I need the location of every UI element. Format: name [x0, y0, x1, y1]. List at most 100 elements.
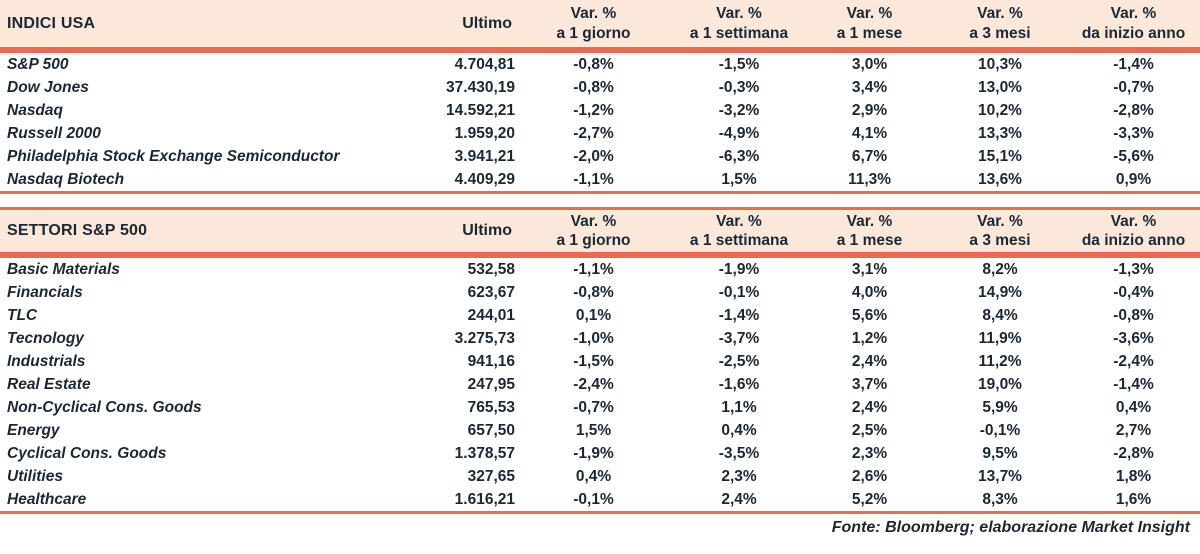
table-row: Real Estate 247,95 -2,4% -1,6% 3,7% 19,0% -1,4… [0, 373, 1200, 396]
var-value: 1,8% [1115, 467, 1152, 485]
var-label: Var. % [1110, 212, 1157, 230]
var-value: 19,0% [978, 375, 1022, 393]
row-label: Nasdaq [7, 101, 63, 119]
col-header-var-1-mese: Var. % a 1 mese [806, 6, 933, 41]
var-value: 2,6% [851, 467, 888, 485]
var-value: -1,4% [1113, 375, 1154, 393]
table-gap [0, 194, 1200, 207]
period-label: a 1 mese [836, 232, 903, 249]
var-value: 13,7% [978, 467, 1022, 485]
ultimo-value: 1.959,20 [454, 124, 515, 142]
var-value: 2,4% [851, 352, 888, 370]
var-value: -1,6% [718, 375, 760, 393]
col-header-var-inizio-anno: Var. % da inizio anno [1067, 6, 1200, 41]
var-value: 6,7% [851, 147, 888, 165]
table-row: Philadelphia Stock Exchange Semiconducto… [0, 145, 1200, 168]
table-title: SETTORI S&P 500 [7, 222, 148, 239]
var-value: 2,5% [851, 421, 888, 439]
indici-usa-table: INDICI USA Ultimo Var. % a 1 giorno Var.… [0, 0, 1200, 194]
table-row: Russell 2000 1.959,20 -2,7% -4,9% 4,1% 13,3% -… [0, 122, 1200, 145]
period-label: a 1 giorno [556, 232, 631, 249]
col-header-var-1-giorno: Var. % a 1 giorno [515, 213, 672, 249]
period-label: da inizio anno [1081, 232, 1186, 249]
col-header-var-3-mesi: Var. % a 3 mesi [933, 213, 1067, 249]
rule-divider [0, 511, 1200, 514]
var-value: 8,2% [982, 260, 1018, 278]
ultimo-value: 37.430,19 [446, 78, 515, 96]
var-value: 3,7% [851, 375, 888, 393]
row-label: S&P 500 [7, 55, 69, 73]
row-label: Basic Materials [7, 260, 120, 278]
ultimo-value: 4.704,81 [454, 55, 515, 73]
var-value: -0,1% [573, 490, 614, 508]
settori-sp500-table: SETTORI S&P 500 Ultimo Var. % a 1 giorno… [0, 207, 1200, 514]
ultimo-value: 3.941,21 [454, 147, 515, 165]
table-row: Nasdaq Biotech 4.409,29 -1,1% 1,5% 11,3% 13,6… [0, 168, 1200, 191]
var-value: 13,0% [978, 78, 1022, 96]
var-value: -0,8% [1113, 306, 1154, 324]
var-value: 5,6% [851, 306, 888, 324]
row-label: Philadelphia Stock Exchange Semiconducto… [7, 147, 340, 165]
var-label: Var. % [977, 5, 1023, 22]
var-value: -1,2% [573, 101, 614, 119]
var-value: 2,7% [1115, 421, 1152, 439]
table-row: Dow Jones 37.430,19 -0,8% -0,3% 3,4% 13,0% -0,… [0, 76, 1200, 99]
var-value: -2,4% [1113, 352, 1154, 370]
table-title: INDICI USA [7, 14, 96, 32]
ultimo-value: 244,01 [467, 306, 515, 324]
var-value: -3,5% [718, 444, 760, 462]
var-value: 15,1% [978, 147, 1022, 165]
period-label: a 3 mesi [969, 24, 1031, 42]
var-value: -2,8% [1113, 444, 1154, 462]
var-value: -3,7% [718, 329, 760, 347]
table-row: S&P 500 4.704,81 -0,8% -1,5% 3,0% 10,3% -1,4% [0, 53, 1200, 76]
period-label: da inizio anno [1081, 24, 1186, 42]
var-value: 4,1% [851, 124, 888, 142]
var-value: 0,4% [721, 421, 757, 439]
var-value: -1,9% [573, 444, 614, 462]
ultimo-value: 941,16 [467, 352, 515, 370]
var-value: -1,9% [718, 260, 760, 278]
var-value: -2,5% [718, 352, 760, 370]
var-value: -1,4% [1113, 55, 1154, 73]
var-value: 11,9% [978, 329, 1022, 347]
row-label: Non-Cyclical Cons. Goods [7, 398, 202, 416]
ultimo-value: 14.592,21 [446, 101, 515, 119]
table-row: Nasdaq 14.592,21 -1,2% -3,2% 2,9% 10,2% -2,8% [0, 99, 1200, 122]
settori-sp500-rows: Basic Materials 532,58 -1,1% -1,9% 3,1% 8,2% -… [0, 258, 1200, 511]
var-value: -1,1% [573, 260, 614, 278]
var-value: 1,1% [721, 398, 757, 416]
table-row: TLC 244,01 0,1% -1,4% 5,6% 8,4% -0,8% [0, 304, 1200, 327]
settori-sp500-header: SETTORI S&P 500 Ultimo Var. % a 1 giorno… [0, 207, 1200, 252]
table-row: Non-Cyclical Cons. Goods 765,53 -0,7% 1,1% 2… [0, 396, 1200, 419]
var-value: -0,4% [1113, 283, 1154, 301]
var-value: 13,3% [978, 124, 1022, 142]
var-value: 9,5% [982, 444, 1018, 462]
table-row: Basic Materials 532,58 -1,1% -1,9% 3,1% 8,2% -… [0, 258, 1200, 281]
var-value: 1,2% [851, 329, 888, 347]
row-label: Utilities [7, 467, 63, 485]
var-value: -2,8% [1113, 101, 1154, 119]
var-value: -2,0% [573, 147, 614, 165]
var-value: -4,9% [718, 124, 760, 142]
var-value: -6,3% [718, 147, 760, 165]
row-label: Financials [7, 283, 83, 301]
var-label: Var. % [846, 5, 893, 22]
ultimo-value: 532,58 [467, 260, 515, 278]
table-row: Financials 623,67 -0,8% -0,1% 4,0% 14,9% -0,4% [0, 281, 1200, 304]
var-value: -1,5% [573, 352, 614, 370]
table-row: Cyclical Cons. Goods 1.378,57 -1,9% -3,5% 2,… [0, 442, 1200, 465]
period-label: a 1 settimana [689, 232, 789, 249]
var-value: -3,2% [718, 101, 760, 119]
var-value: -3,6% [1113, 329, 1154, 347]
table-row: Industrials 941,16 -1,5% -2,5% 2,4% 11,2% -2,4… [0, 350, 1200, 373]
ultimo-value: 765,53 [467, 398, 515, 416]
var-value: -0,7% [573, 398, 614, 416]
ultimo-value: 623,67 [467, 283, 515, 301]
row-label: Tecnology [7, 329, 84, 347]
rule-divider [0, 191, 1200, 194]
var-value: -1,1% [573, 170, 614, 188]
var-label: Var. % [716, 5, 762, 22]
var-value: -0,3% [718, 78, 760, 96]
